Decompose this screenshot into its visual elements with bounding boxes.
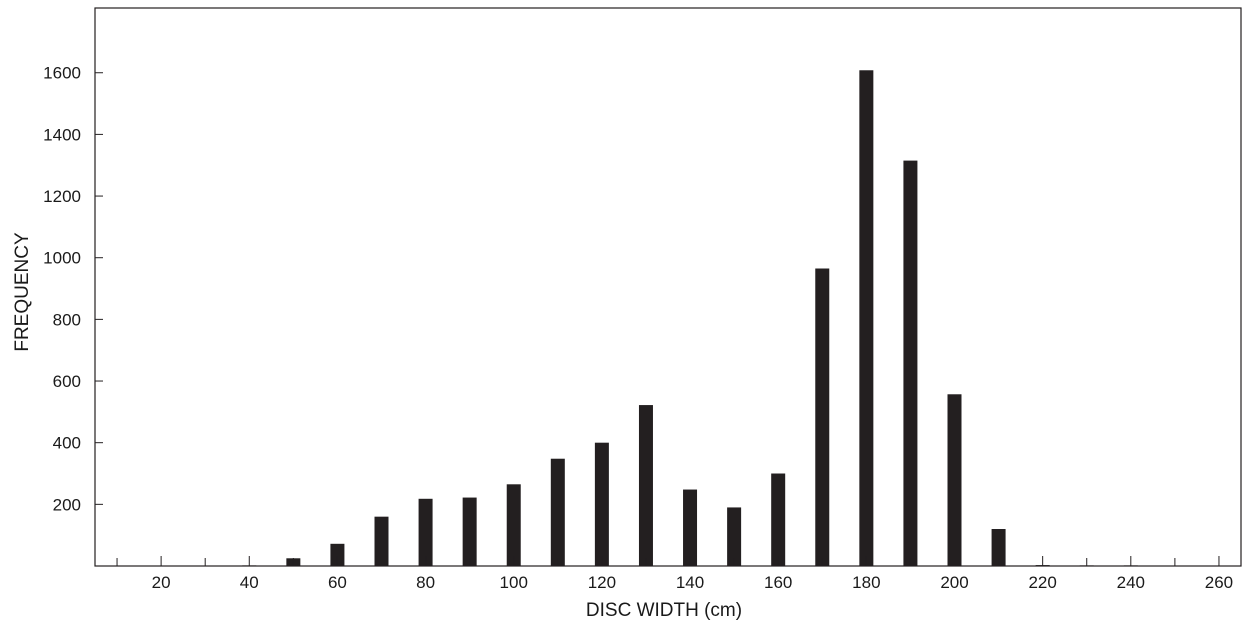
x-axis-title: DISC WIDTH (cm) bbox=[586, 600, 742, 621]
x-tick-label-200: 200 bbox=[940, 573, 968, 592]
y-tick-label-800: 800 bbox=[53, 310, 81, 329]
x-tick-label-180: 180 bbox=[852, 573, 880, 592]
x-tick-label-260: 260 bbox=[1205, 573, 1233, 592]
bar-80 bbox=[418, 498, 433, 566]
bar-200 bbox=[947, 394, 962, 566]
x-tick-label-80: 80 bbox=[416, 573, 435, 592]
axes-layer bbox=[94, 7, 1242, 567]
x-tick-label-220: 220 bbox=[1028, 573, 1056, 592]
bar-120 bbox=[594, 442, 609, 566]
bar-100 bbox=[506, 484, 521, 566]
bar-180 bbox=[859, 70, 874, 567]
labels-layer: 20 40 60 80 100 120 140 160 180 200 220 240 260 200 40… bbox=[43, 64, 1233, 592]
x-tick-label-240: 240 bbox=[1117, 573, 1145, 592]
bar-90 bbox=[462, 497, 477, 566]
x-tick-label-20: 20 bbox=[152, 573, 171, 592]
y-tick-label-1200: 1200 bbox=[43, 187, 81, 206]
y-tick-label-200: 200 bbox=[53, 495, 81, 514]
plot-frame bbox=[94, 7, 1242, 567]
y-tick-label-1600: 1600 bbox=[43, 64, 81, 83]
x-tick-label-140: 140 bbox=[676, 573, 704, 592]
x-tick-label-160: 160 bbox=[764, 573, 792, 592]
x-tick-label-120: 120 bbox=[588, 573, 616, 592]
bar-170 bbox=[815, 268, 830, 566]
y-tick-label-400: 400 bbox=[53, 434, 81, 453]
bar-110 bbox=[550, 458, 565, 566]
y-tick-label-600: 600 bbox=[53, 372, 81, 391]
bar-140 bbox=[683, 489, 698, 566]
x-tick-label-100: 100 bbox=[500, 573, 528, 592]
bar-130 bbox=[638, 405, 653, 566]
bar-150 bbox=[727, 507, 742, 566]
y-tick-label-1400: 1400 bbox=[43, 125, 81, 144]
y-tick-label-1000: 1000 bbox=[43, 249, 81, 268]
bars-layer bbox=[242, 70, 1138, 567]
bar-70 bbox=[374, 516, 389, 566]
y-axis-title: FREQUENCY bbox=[12, 232, 33, 352]
x-tick-label-40: 40 bbox=[240, 573, 259, 592]
bar-60 bbox=[330, 543, 345, 566]
x-tick-label-60: 60 bbox=[328, 573, 347, 592]
bar-210 bbox=[991, 529, 1006, 566]
bar-190 bbox=[903, 160, 918, 566]
bar-160 bbox=[771, 473, 786, 566]
